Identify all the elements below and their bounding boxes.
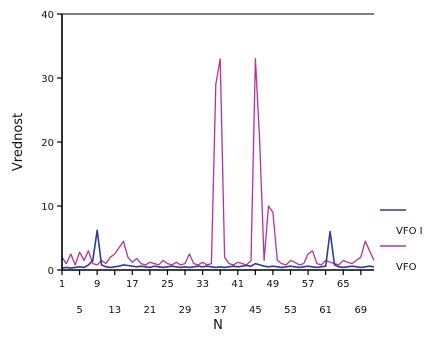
x-tick-label: 17: [126, 279, 139, 290]
x-tick-label: 9: [94, 279, 100, 290]
y-axis-title: Vrednost: [11, 113, 26, 171]
x-tick-label: 69: [354, 305, 367, 316]
ticks: 0 10 20 30 40 1 9 17 25 33 41 49 57 65 5 13 21 29 37 45 53 61…: [41, 10, 367, 316]
x-tick-label: 61: [319, 305, 332, 316]
x-tick-label: 37: [214, 305, 227, 316]
x-tick-label: 29: [179, 305, 192, 316]
y-tick-label: 30: [41, 74, 54, 85]
x-tick-label: 41: [231, 279, 244, 290]
x-tick-label: 49: [267, 279, 280, 290]
x-tick-label: 13: [108, 305, 121, 316]
x-tick-label: 57: [302, 279, 315, 290]
x-tick-label: 65: [337, 279, 350, 290]
legend-label-vfo-i: VFO I: [396, 226, 423, 237]
x-tick-label: 53: [284, 305, 297, 316]
series-layer: [61, 58, 375, 269]
y-tick-label: 0: [48, 266, 54, 277]
y-tick-label: 20: [41, 138, 54, 149]
legend-label-vfo: VFO: [396, 262, 417, 273]
series-line-vfo: [61, 58, 375, 266]
x-tick-label: 21: [144, 305, 157, 316]
x-tick-label: 45: [249, 305, 262, 316]
y-tick-label: 40: [41, 10, 54, 21]
x-tick-label: 5: [76, 305, 82, 316]
y-tick-label: 10: [41, 202, 54, 213]
plot-area: [62, 14, 374, 270]
series-line-vfo-i: [61, 229, 375, 269]
x-tick-label: 33: [196, 279, 209, 290]
x-tick-label: 25: [161, 279, 174, 290]
x-axis-title: N: [213, 318, 223, 333]
legend: VFO I VFO: [380, 209, 423, 273]
x-tick-label: 1: [59, 279, 65, 290]
